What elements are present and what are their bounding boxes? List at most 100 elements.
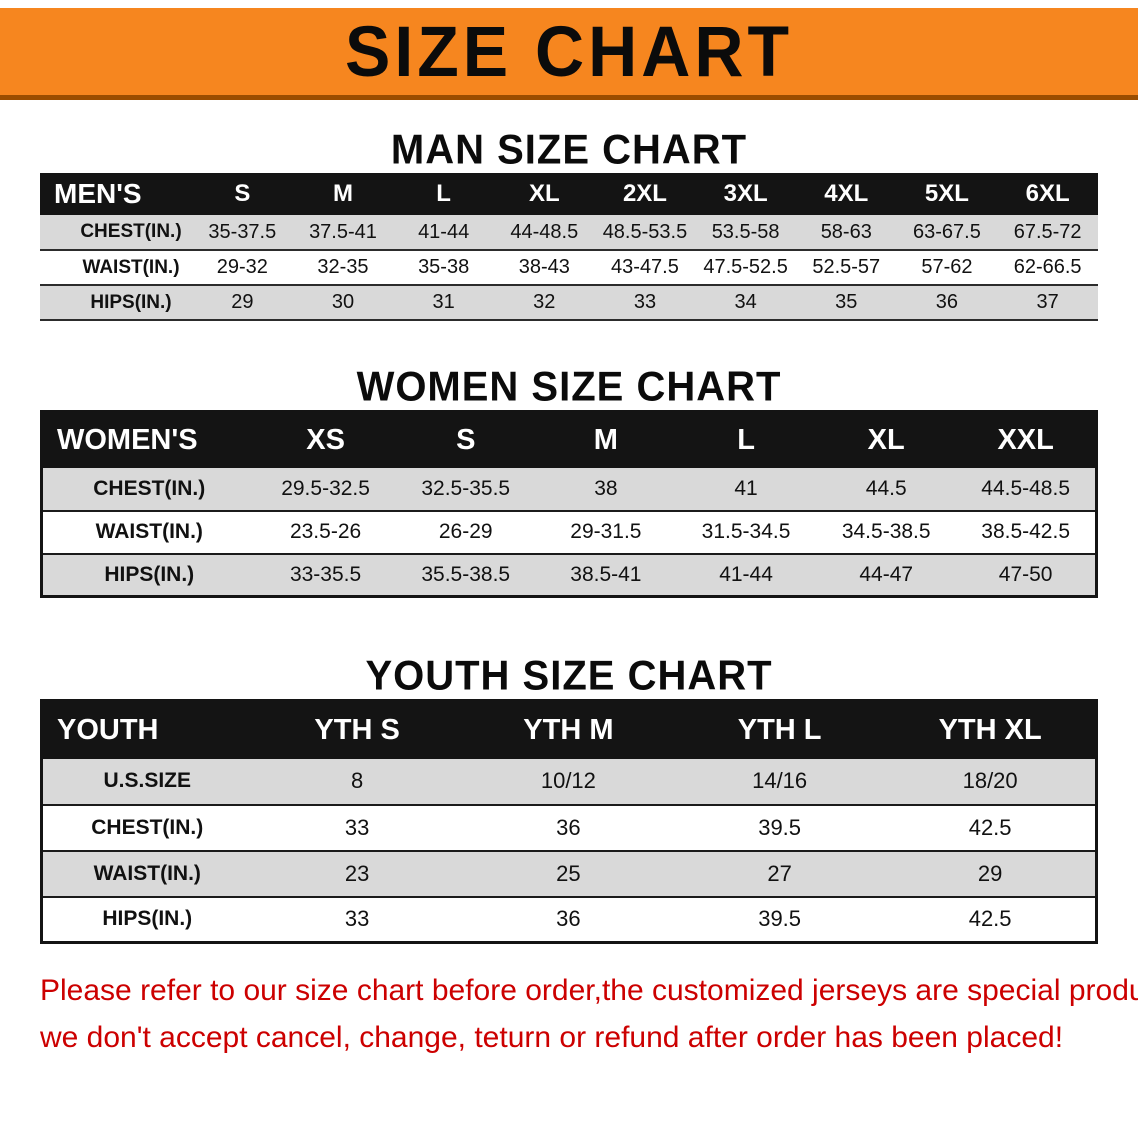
value-cell: 33 [344, 814, 370, 840]
table-title-cell: WOMEN'S [41, 411, 256, 468]
value-cell: 10/12 [540, 768, 596, 793]
value-cell: 42.5 [968, 906, 1012, 932]
value-cell: 41-44 [418, 220, 470, 243]
value-cell: 53.5-58 [711, 220, 780, 243]
value-cell: 34.5-38.5 [841, 520, 931, 543]
disclaimer-line-1: Please refer to our size chart before or… [40, 974, 1138, 1007]
value-cell: 35.5-38.5 [421, 562, 511, 586]
value-cell: 31.5-34.5 [701, 520, 791, 543]
value-cell: 52.5-57 [812, 256, 881, 278]
value-cell: 44.5-48.5 [981, 476, 1071, 500]
row-label-cell: U.S.SIZE [103, 769, 192, 792]
row-label-cell: CHEST(IN.) [91, 815, 204, 839]
value-cell: 29-31.5 [570, 520, 642, 543]
value-cell: 29 [977, 860, 1003, 886]
value-cell: 41-44 [719, 562, 773, 586]
value-cell: 47.5-52.5 [703, 256, 788, 278]
header-row: WOMEN'S XS S M L XL XXL [41, 411, 1097, 468]
value-cell: 31 [432, 291, 455, 313]
value-cell: 38 [594, 476, 618, 500]
value-cell: 44.5 [865, 476, 907, 500]
value-cell: 32.5-35.5 [421, 476, 511, 500]
value-cell: 57-62 [921, 256, 973, 278]
value-cell: 29.5-32.5 [281, 476, 370, 500]
value-cell: 25 [556, 860, 581, 886]
table-row: WAIST(IN.) 23 25 27 29 [41, 850, 1097, 897]
value-cell: 38-43 [518, 256, 570, 278]
value-cell: 58-63 [820, 220, 872, 243]
youth-size-chart-heading: YOUTH SIZE CHART [365, 652, 773, 700]
disclaimer-text: Please refer to our size chart before or… [40, 968, 1138, 1061]
table-row: CHEST(IN.) 35-37.5 37.5-41 41-44 44-48.5 48.5… [40, 215, 1098, 250]
value-cell: 32-35 [317, 256, 369, 278]
table-row: WAIST(IN.) 29-32 32-35 35-38 38-43 43-47.5 47.… [40, 250, 1098, 285]
value-cell: 36 [935, 291, 959, 313]
value-cell: 29-32 [216, 256, 268, 278]
value-cell: 23 [344, 860, 370, 886]
value-cell: 35-38 [418, 256, 470, 278]
value-cell: 8 [351, 768, 364, 793]
row-label-cell: HIPS(IN.) [90, 291, 172, 313]
page-title: SIZE CHART [345, 11, 793, 92]
size-header-cell: M [535, 411, 676, 468]
row-label-cell: CHEST(IN.) [80, 221, 182, 242]
value-cell: 30 [331, 291, 355, 313]
header-row: MEN'S S M L XL 2XL 3XL 4XL 5XL 6XL [40, 173, 1098, 215]
value-cell: 36 [556, 906, 581, 932]
size-header-cell: XL [493, 173, 595, 215]
value-cell: 43-47.5 [611, 256, 679, 278]
row-label-cell: HIPS(IN.) [104, 562, 195, 586]
size-header-cell: 5XL [896, 173, 998, 215]
value-cell: 33 [633, 291, 657, 313]
value-cell: 29 [231, 291, 254, 313]
value-cell: 35 [835, 291, 858, 313]
size-header-cell: YTH L [674, 700, 886, 759]
table-row: WAIST(IN.) 23.5-26 26-29 29-31.5 31.5-34.5 34… [41, 510, 1097, 554]
man-size-chart-heading: MAN SIZE CHART [390, 126, 748, 174]
table-title-cell: MEN'S [40, 173, 192, 215]
header-row: YOUTH YTH S YTH M YTH L YTH XL [41, 700, 1097, 759]
value-cell: 62-66.5 [1013, 256, 1082, 278]
table-row: HIPS(IN.) 33-35.5 35.5-38.5 38.5-41 41-44 44-… [41, 553, 1097, 597]
value-cell: 18/20 [962, 768, 1018, 793]
value-cell: 38.5-42.5 [981, 520, 1071, 543]
value-cell: 44-47 [859, 562, 914, 586]
size-header-cell: YTH M [462, 700, 674, 759]
table-row: CHEST(IN.) 29.5-32.5 32.5-35.5 38 41 44.5 44.5… [41, 467, 1097, 511]
value-cell: 44-48.5 [510, 220, 579, 243]
value-cell: 41 [734, 476, 758, 500]
size-header-cell: S [192, 173, 293, 215]
value-cell: 38.5-41 [570, 562, 642, 586]
size-header-cell: 4XL [795, 173, 897, 215]
row-label-cell: WAIST(IN.) [95, 520, 203, 543]
table-title-cell: YOUTH [41, 700, 252, 759]
value-cell: 34 [734, 291, 757, 313]
value-cell: 39.5 [758, 906, 802, 932]
youth-size-table: YOUTH YTH S YTH M YTH L YTH XL U.S.SIZE 8 10/12… [40, 699, 1098, 944]
size-header-cell: XS [255, 411, 396, 468]
row-label-cell: WAIST(IN.) [82, 256, 180, 278]
value-cell: 26-29 [438, 520, 493, 543]
row-label-cell: CHEST(IN.) [93, 476, 206, 500]
size-header-cell: YTH S [251, 700, 463, 759]
value-cell: 35-37.5 [208, 220, 277, 243]
value-cell: 67.5-72 [1013, 220, 1082, 243]
size-header-cell: S [395, 411, 536, 468]
size-header-cell: L [675, 411, 817, 468]
value-cell: 27 [767, 860, 792, 886]
row-label-cell: HIPS(IN.) [102, 907, 193, 931]
men-size-table: MEN'S S M L XL 2XL 3XL 4XL 5XL 6XL CHEST(IN.) 35-37… [40, 173, 1098, 321]
size-header-cell: 6XL [997, 173, 1098, 215]
value-cell: 48.5-53.5 [602, 220, 688, 243]
table-row: U.S.SIZE 8 10/12 14/16 18/20 [41, 758, 1097, 805]
value-cell: 39.5 [758, 814, 802, 840]
table-row: HIPS(IN.) 29 30 31 32 33 34 35 36 37 [40, 285, 1098, 320]
women-size-table: WOMEN'S XS S M L XL XXL CHEST(IN.) 29.5-32.5 32.5… [40, 410, 1098, 598]
size-header-cell: XXL [956, 411, 1097, 468]
size-header-cell: XL [816, 411, 957, 468]
value-cell: 42.5 [968, 814, 1012, 840]
value-cell: 47-50 [998, 562, 1053, 586]
value-cell: 63-67.5 [913, 220, 981, 243]
value-cell: 36 [556, 814, 581, 840]
value-cell: 37 [1036, 291, 1059, 313]
